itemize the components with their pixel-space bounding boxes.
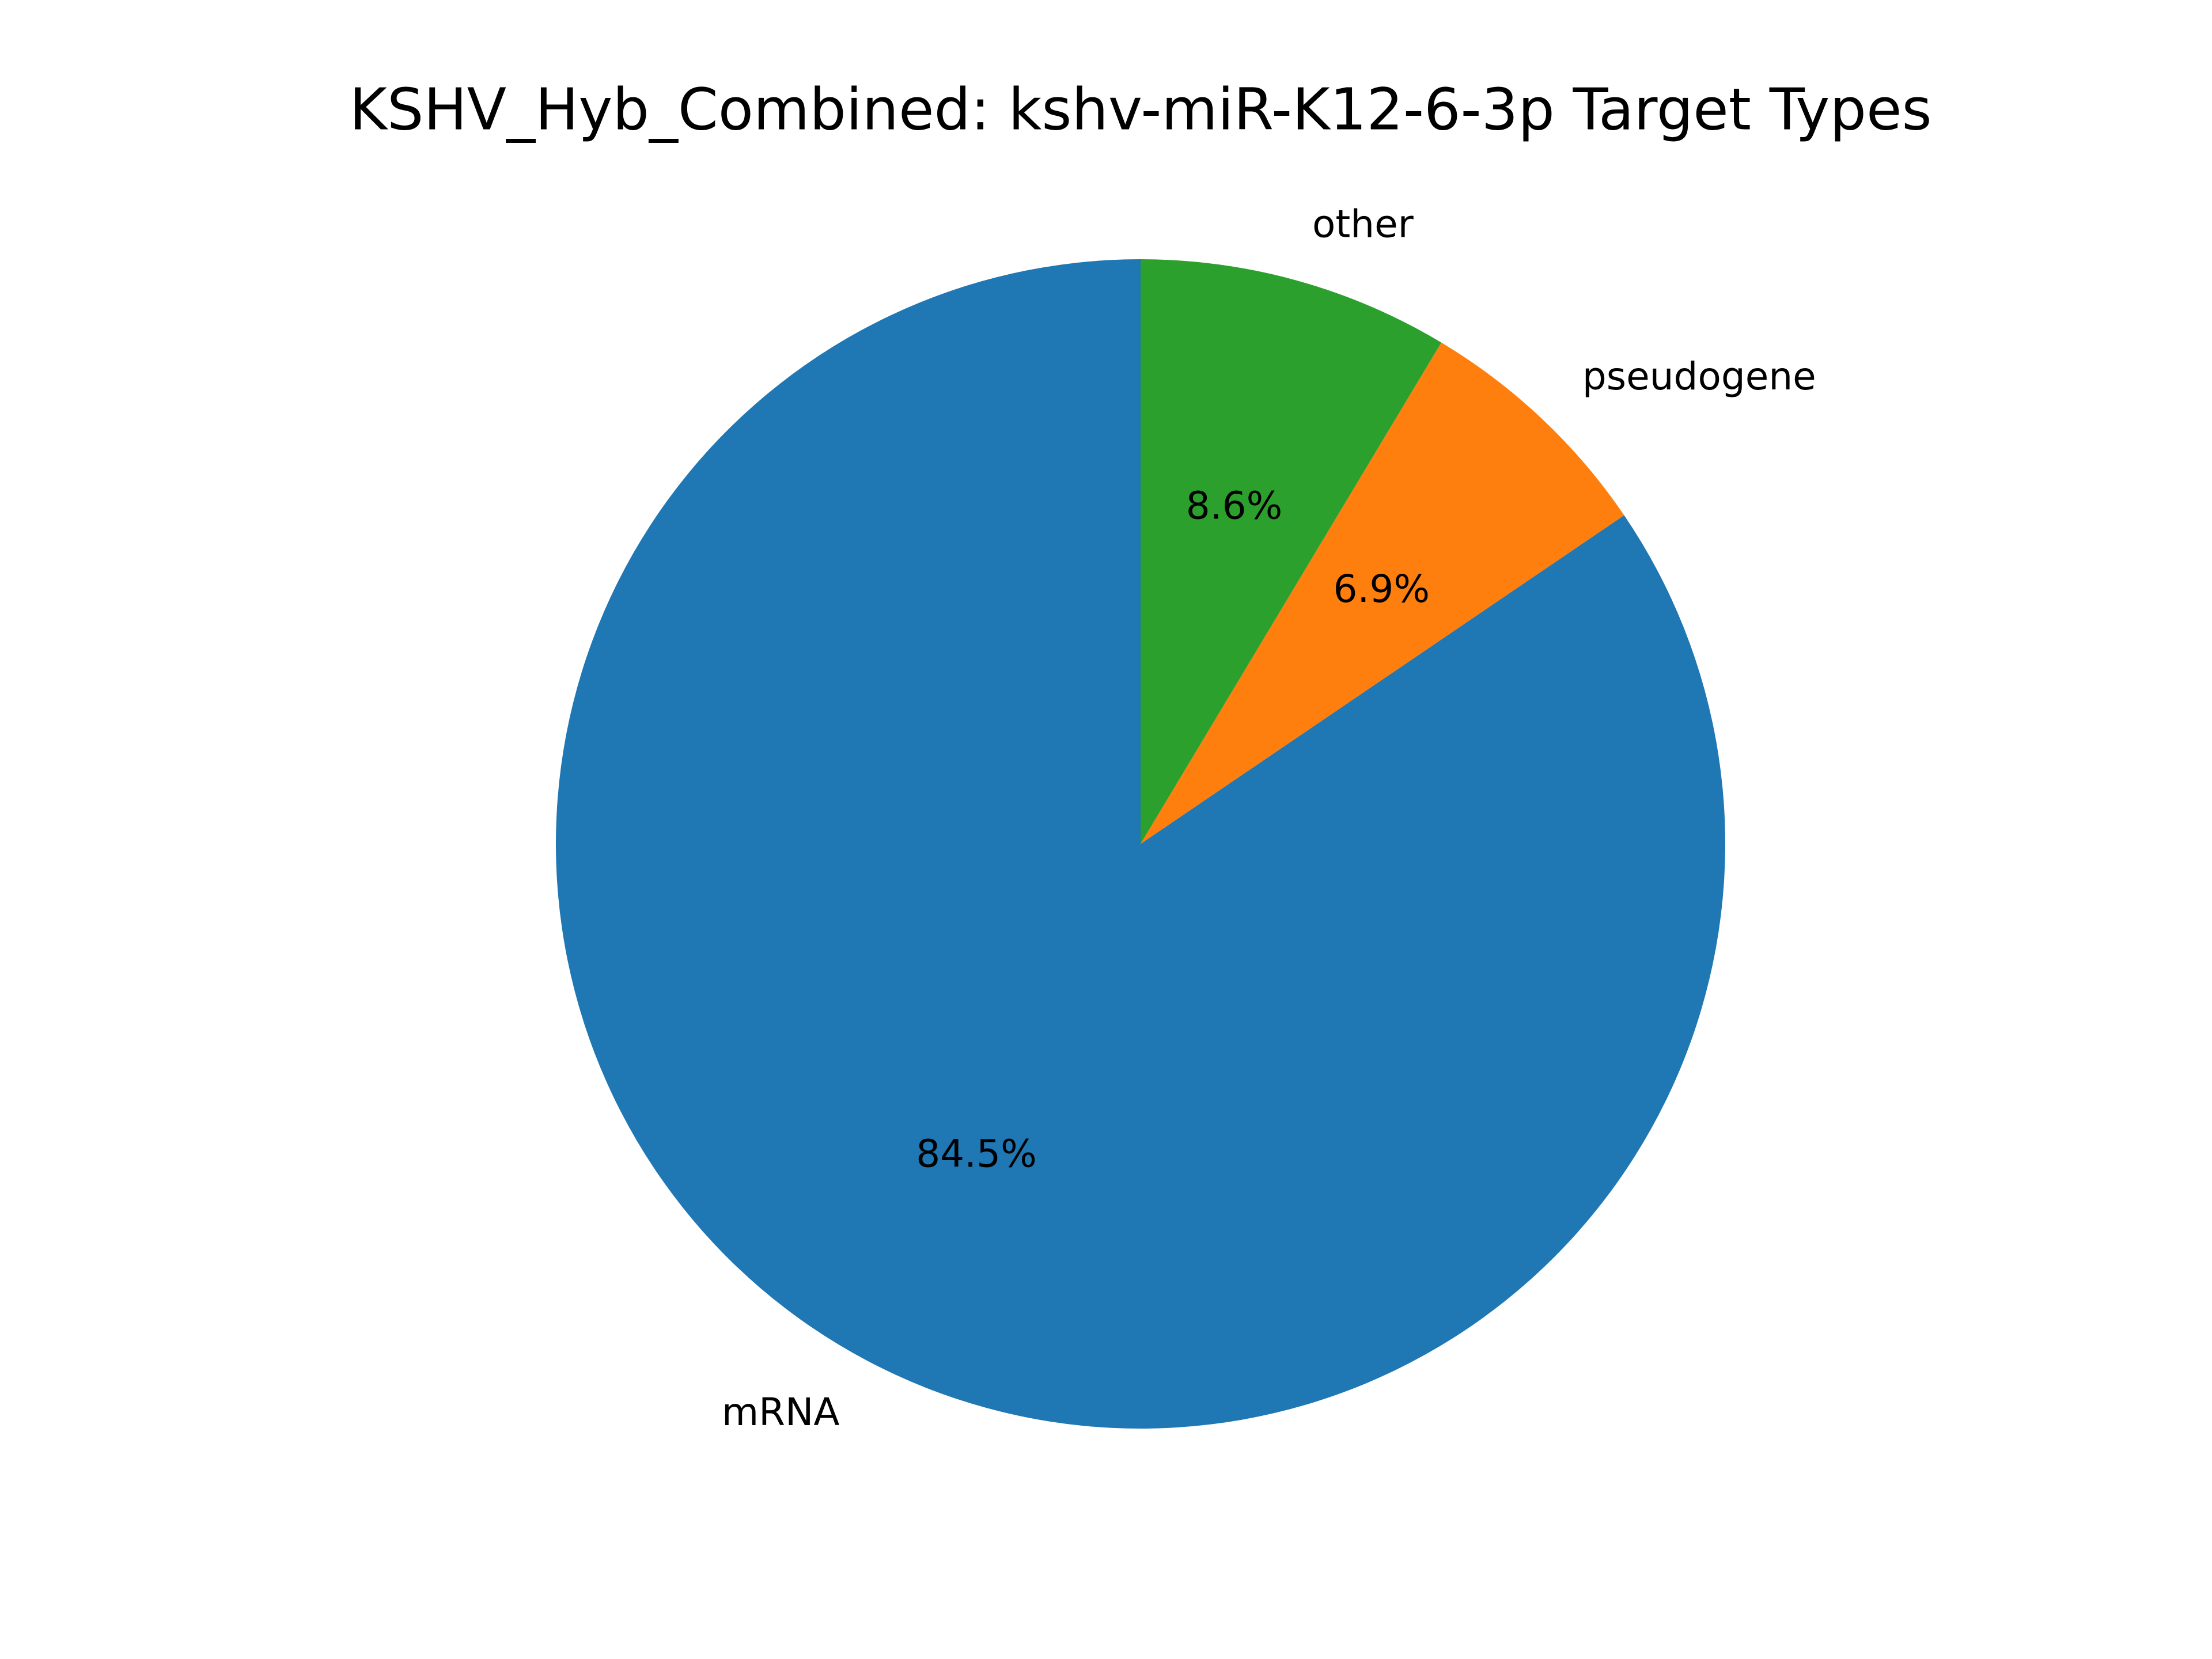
pie-slice-other xyxy=(1141,259,1442,844)
chart-title: KSHV_Hyb_Combined: kshv-miR-K12-6-3p Tar… xyxy=(349,76,1931,143)
slice-percent-other: 8.6% xyxy=(1186,484,1283,528)
pie-labels: mRNA 84.5% pseudogene 6.9% other 8.6% xyxy=(722,202,1816,1435)
slice-percent-pseudogene: 6.9% xyxy=(1333,567,1430,611)
slice-percent-mrna: 84.5% xyxy=(916,1132,1037,1176)
pie-slices xyxy=(556,259,1726,1429)
slice-label-other: other xyxy=(1312,202,1414,247)
slice-label-mrna: mRNA xyxy=(722,1390,840,1434)
pie-slice-pseudogene xyxy=(1141,342,1624,844)
slice-label-pseudogene: pseudogene xyxy=(1582,354,1816,399)
pie-slice-mrna xyxy=(556,259,1726,1429)
